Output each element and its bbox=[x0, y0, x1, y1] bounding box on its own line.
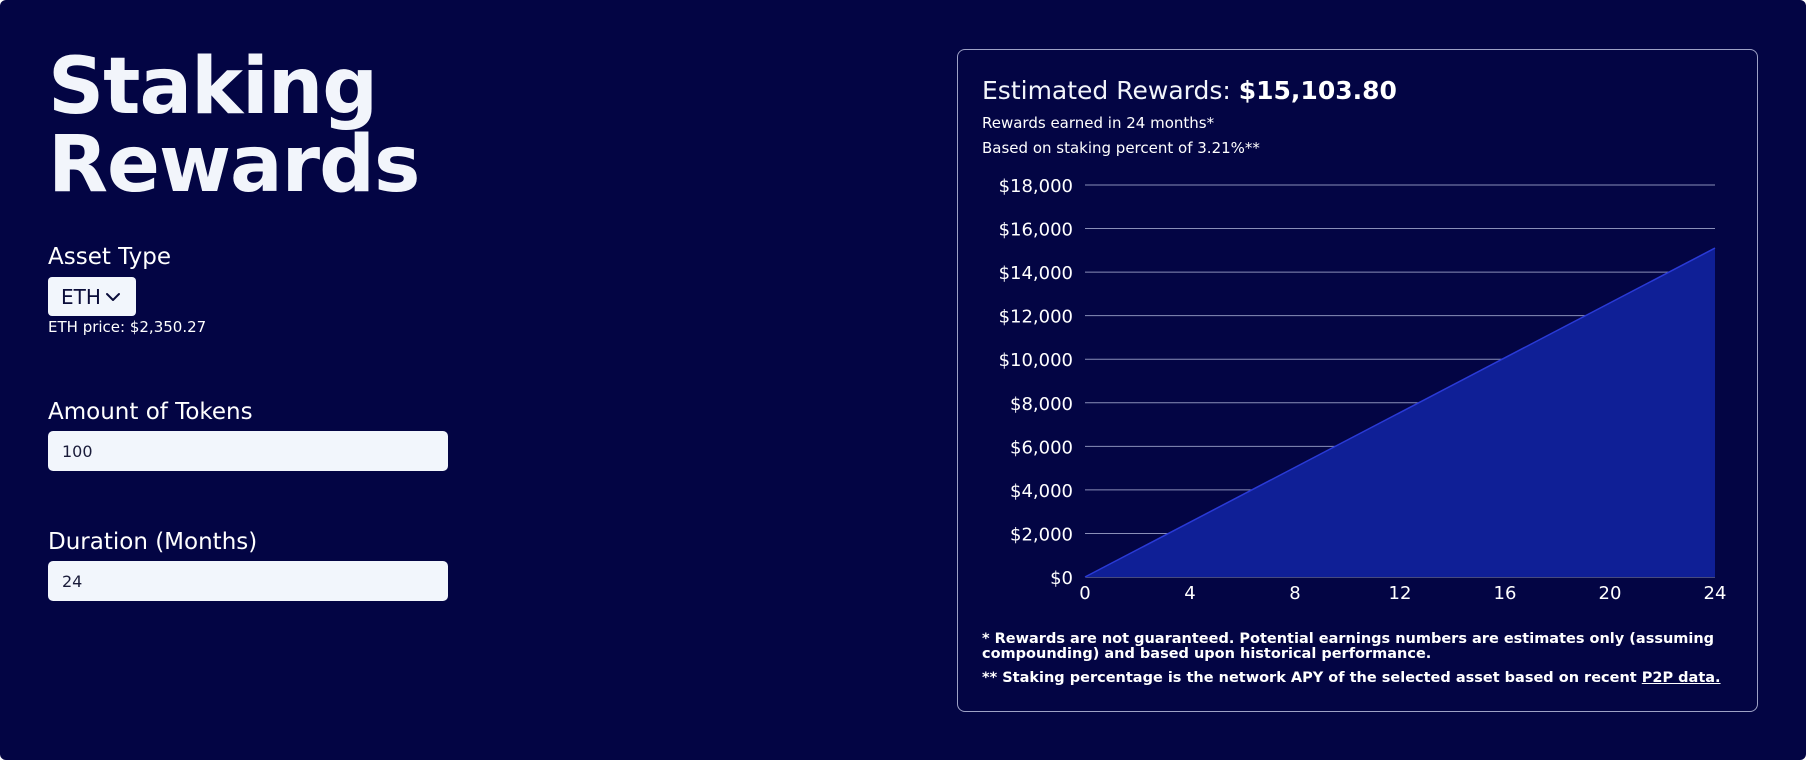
page-title: Staking Rewards bbox=[48, 42, 420, 210]
y-tick-label: $2,000 bbox=[1010, 524, 1073, 545]
x-tick-label: 12 bbox=[1389, 583, 1412, 604]
x-tick-label: 24 bbox=[1704, 583, 1727, 604]
y-tick-label: $18,000 bbox=[999, 176, 1073, 197]
x-tick-label: 16 bbox=[1494, 583, 1517, 604]
asset-price-note: ETH price: $2,350.27 bbox=[48, 318, 207, 336]
estimated-rewards-value: $15,103.80 bbox=[1238, 76, 1397, 105]
y-tick-label: $12,000 bbox=[999, 307, 1073, 328]
x-tick-label: 4 bbox=[1184, 583, 1195, 604]
y-tick-label: $4,000 bbox=[1010, 481, 1073, 502]
duration-label: Duration (Months) bbox=[48, 529, 258, 555]
amount-input[interactable] bbox=[48, 431, 448, 471]
y-tick-label: $8,000 bbox=[1010, 394, 1073, 415]
estimated-rewards-heading: Estimated Rewards: $15,103.80 bbox=[982, 76, 1397, 105]
y-tick-label: $10,000 bbox=[999, 350, 1073, 371]
rewards-chart: $0 $2,000 $4,000 $6,000 $8,000 $10,000 $12,000… bbox=[999, 176, 1727, 604]
page-title-line1: Staking bbox=[48, 42, 378, 132]
footnote-disclaimer: * Rewards are not guaranteed. Potential … bbox=[982, 631, 1715, 662]
y-tick-label: $16,000 bbox=[999, 220, 1073, 241]
asset-type-select[interactable]: ETH bbox=[48, 277, 136, 316]
staking-percent-note: Based on staking percent of 3.21%** bbox=[982, 139, 1260, 157]
y-tick-label: $0 bbox=[1050, 568, 1073, 589]
results-card: Estimated Rewards: $15,103.80 Rewards ea… bbox=[957, 49, 1758, 712]
chevron-down-icon bbox=[105, 292, 120, 301]
page-title-line2: Rewards bbox=[48, 120, 420, 210]
asset-type-selected: ETH bbox=[61, 284, 101, 309]
footnote-staking: ** Staking percentage is the network APY… bbox=[982, 671, 1722, 686]
amount-label: Amount of Tokens bbox=[48, 399, 253, 425]
y-tick-label: $6,000 bbox=[1010, 437, 1073, 458]
rewards-area bbox=[1085, 248, 1715, 577]
p2p-data-link[interactable]: P2P data. bbox=[1641, 670, 1721, 686]
footnote-staking-text: ** Staking percentage is the network APY… bbox=[982, 670, 1642, 686]
duration-input[interactable] bbox=[48, 561, 448, 601]
x-tick-label: 20 bbox=[1599, 583, 1622, 604]
x-tick-label: 0 bbox=[1079, 583, 1090, 604]
asset-type-label: Asset Type bbox=[48, 244, 172, 270]
x-tick-label: 8 bbox=[1289, 583, 1300, 604]
rewards-earned-note: Rewards earned in 24 months* bbox=[982, 114, 1215, 132]
estimated-rewards-prefix: Estimated Rewards: bbox=[982, 76, 1239, 105]
rewards-line bbox=[1084, 247, 1716, 578]
y-tick-label: $14,000 bbox=[999, 263, 1073, 284]
